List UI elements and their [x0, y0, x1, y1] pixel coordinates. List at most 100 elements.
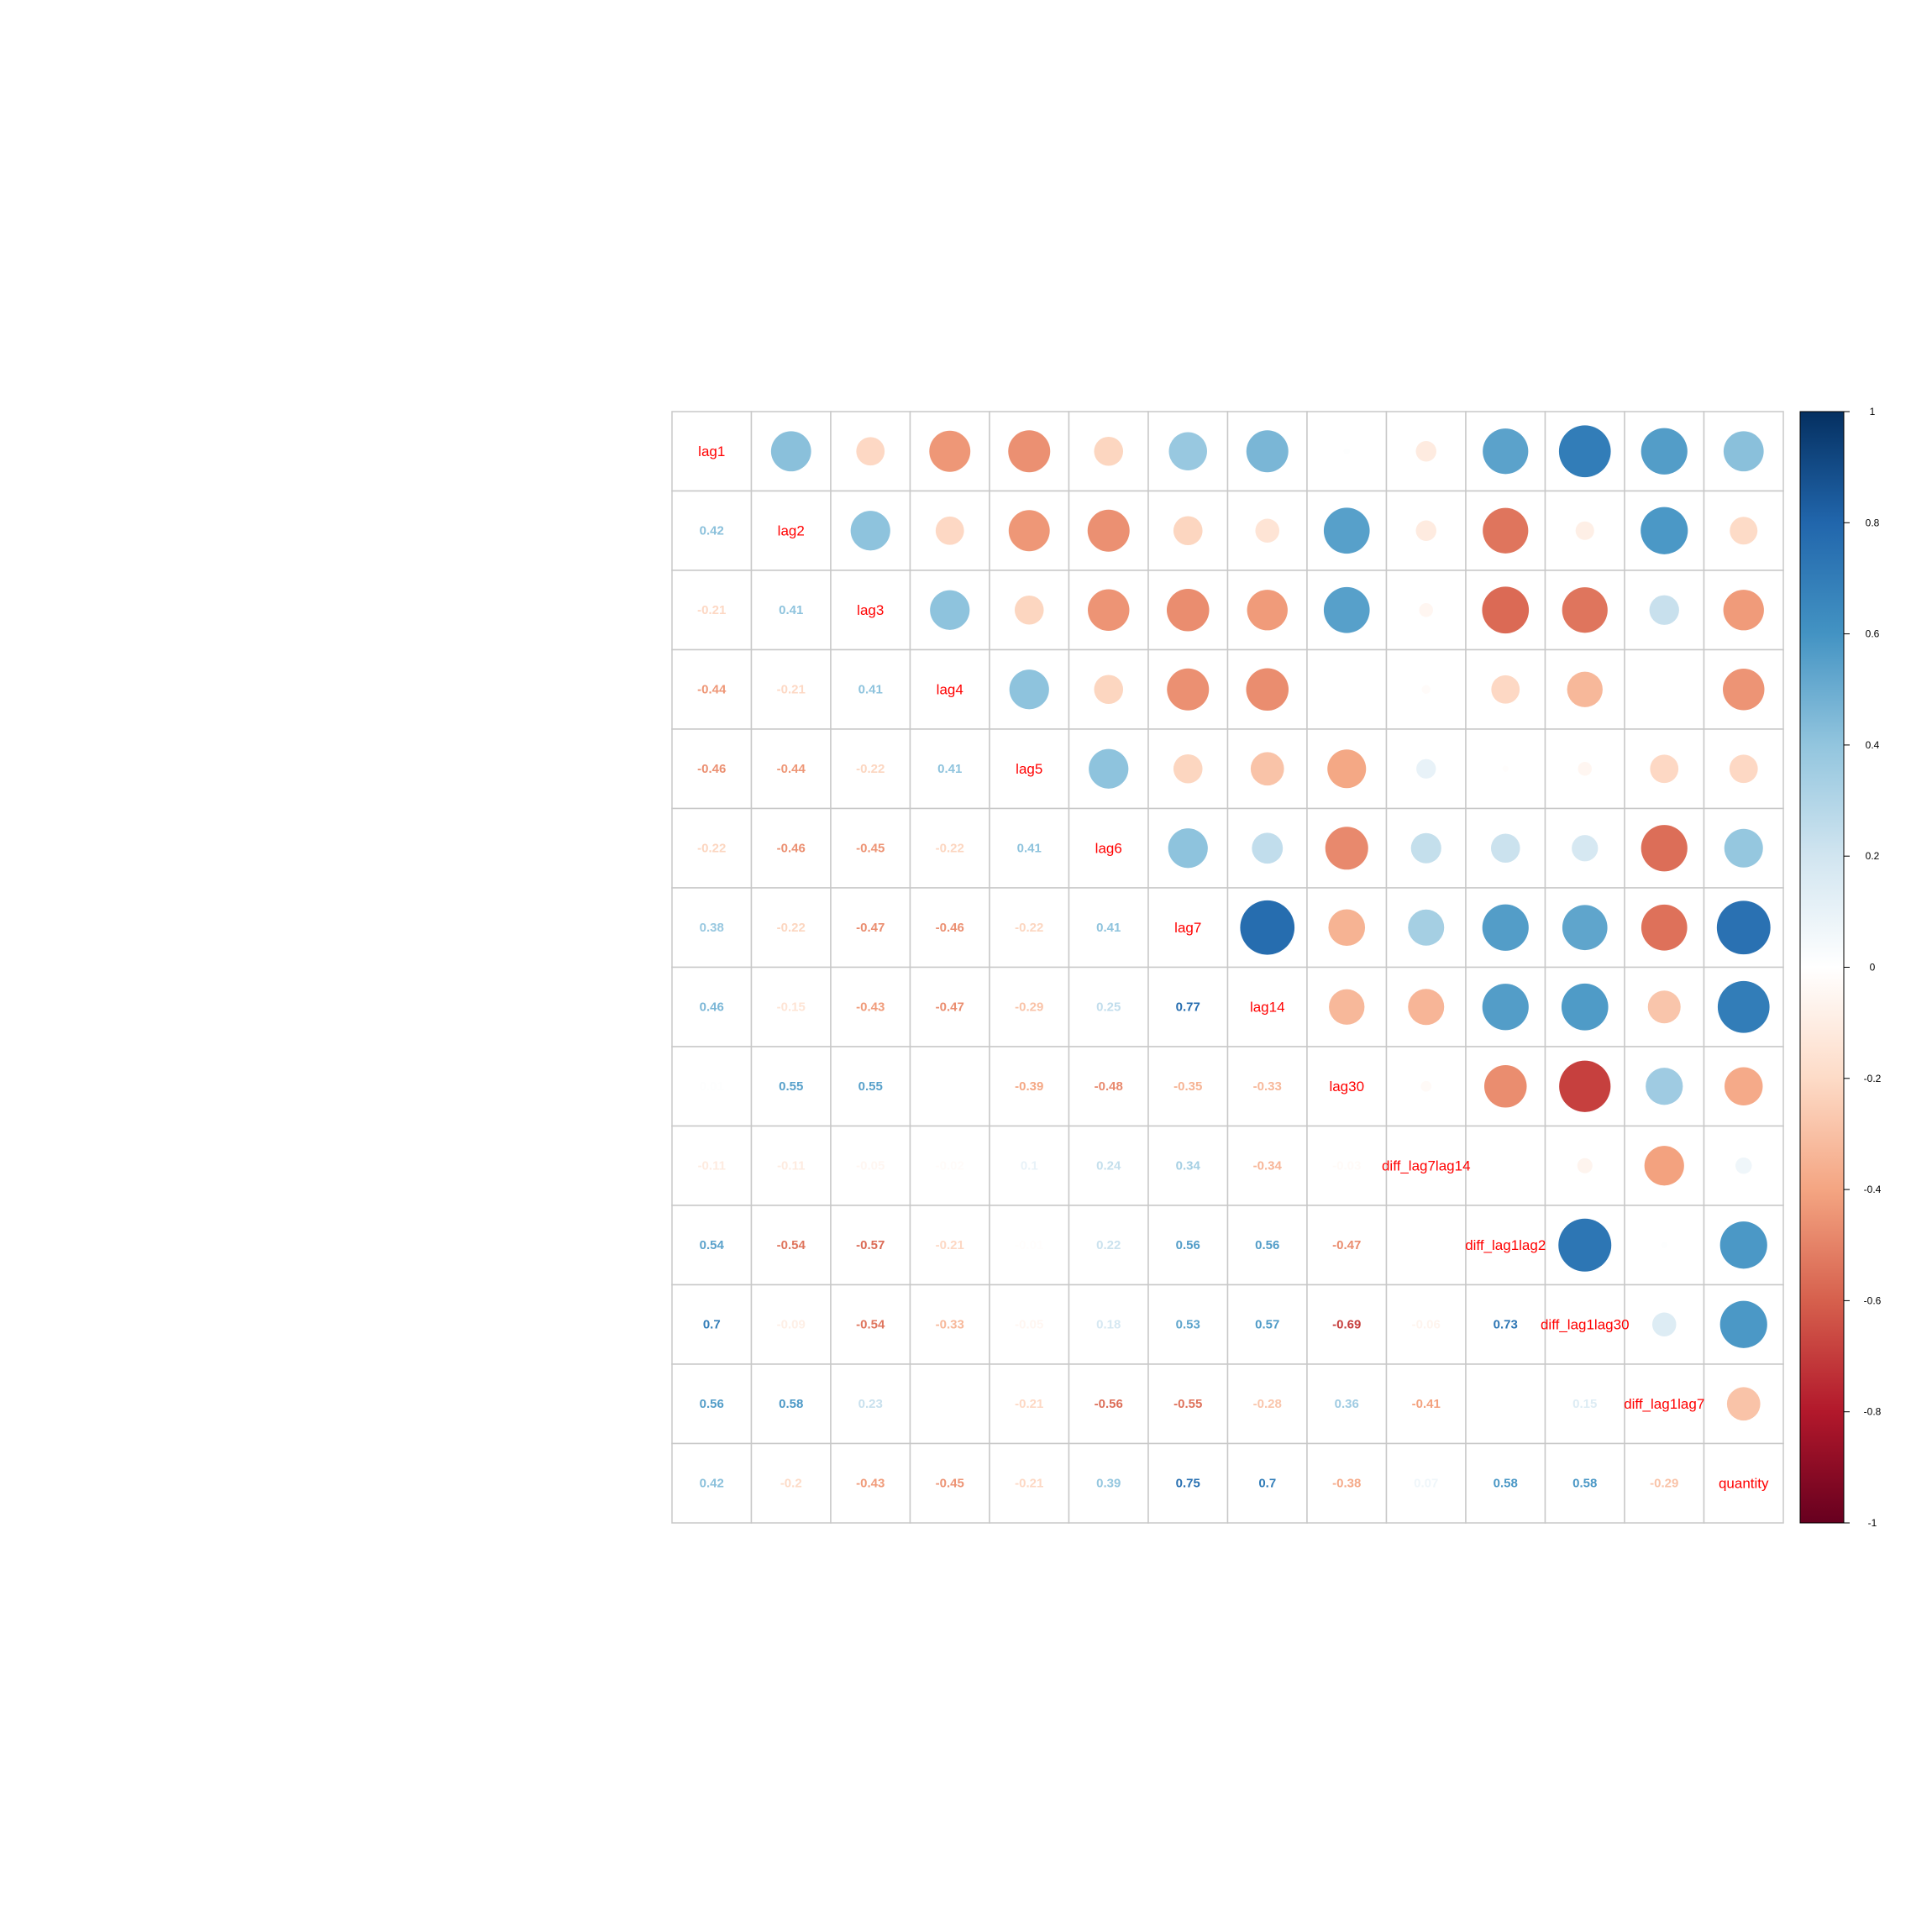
- correlation-value: -0.47: [856, 921, 885, 935]
- matrix-cell: [1544, 1284, 1625, 1365]
- correlation-value: -0.46: [697, 762, 726, 776]
- matrix-cell: [989, 1125, 1070, 1206]
- correlation-value: -0.48: [1095, 1079, 1123, 1094]
- correlation-value: 0.56: [700, 1397, 724, 1411]
- correlation-value: -0.22: [856, 762, 885, 776]
- correlation-circle: [1167, 668, 1210, 711]
- correlation-circle: [1649, 595, 1679, 625]
- correlation-value: 0.41: [779, 603, 803, 617]
- correlation-value: -0.03: [1332, 1158, 1361, 1173]
- variable-label-diff_lag1lag7: diff_lag1lag7: [1624, 1396, 1704, 1412]
- correlation-circle: [1421, 685, 1431, 694]
- correlation-circle: [1240, 900, 1295, 955]
- matrix-cell: [1147, 1125, 1229, 1206]
- matrix-cell: [830, 1125, 911, 1206]
- correlation-value: -0.22: [777, 921, 806, 935]
- matrix-cell: [989, 1284, 1070, 1365]
- correlation-value: 0.36: [1335, 1397, 1359, 1411]
- correlation-value: 0.56: [1255, 1238, 1279, 1252]
- correlation-circle: [850, 511, 890, 551]
- correlation-value: 0.7: [1258, 1476, 1276, 1490]
- correlation-circle: [1252, 832, 1284, 864]
- correlation-circle: [1491, 675, 1520, 704]
- matrix-cell: [830, 1205, 911, 1286]
- correlation-value: -0.05: [1015, 1317, 1043, 1331]
- matrix-cell: [1703, 1442, 1784, 1524]
- matrix-cell: [1226, 1442, 1308, 1524]
- correlation-circle: [1247, 590, 1288, 631]
- correlation-circle: [1559, 1060, 1611, 1112]
- correlation-circle: [1641, 428, 1688, 475]
- correlation-value: -0.33: [1253, 1079, 1282, 1094]
- correlation-circle: [1724, 828, 1763, 868]
- correlation-value: -0.41: [1412, 1397, 1441, 1411]
- correlation-circle: [1173, 753, 1203, 784]
- correlation-circle: [1408, 909, 1445, 946]
- matrix-cell: [1544, 1442, 1625, 1524]
- correlation-value: 0.41: [1096, 921, 1121, 935]
- variable-label-lag7: lag7: [1174, 920, 1201, 936]
- matrix-cell: [1465, 570, 1546, 651]
- correlation-circle: [935, 516, 964, 545]
- variable-label-diff_lag1lag30: diff_lag1lag30: [1541, 1316, 1630, 1332]
- matrix-cell: [1068, 1125, 1149, 1206]
- variable-label-lag6: lag6: [1095, 840, 1122, 856]
- correlation-circle: [1723, 431, 1764, 472]
- correlation-circle: [1168, 828, 1208, 869]
- correlation-value: -0.21: [1015, 1476, 1043, 1490]
- correlation-circle: [1008, 430, 1051, 473]
- correlation-value: 0.58: [779, 1397, 803, 1411]
- correlation-value: 0.07: [1414, 1476, 1438, 1490]
- correlation-circle: [1644, 1146, 1684, 1186]
- matrix-cell: [1385, 1363, 1467, 1445]
- correlation-circle: [1577, 1158, 1593, 1173]
- matrix-cell: [1624, 1442, 1705, 1524]
- correlation-circle: [1558, 425, 1611, 478]
- correlation-circle: [1482, 984, 1529, 1031]
- matrix-cell: [1068, 966, 1149, 1047]
- correlation-circle: [1562, 905, 1608, 951]
- correlation-value: -0.43: [856, 1476, 885, 1490]
- correlation-circle: [1730, 517, 1758, 545]
- correlation-value: -0.22: [936, 841, 964, 855]
- correlation-circle: [1725, 1067, 1763, 1105]
- correlation-circle: [1641, 507, 1688, 554]
- matrix-cell: [830, 570, 911, 651]
- correlation-value: 0.55: [858, 1079, 883, 1094]
- correlation-value: 0.58: [1572, 1476, 1597, 1490]
- legend-tick-label: 0.2: [1866, 850, 1880, 862]
- correlation-circle: [1088, 589, 1130, 631]
- correlation-value: 0.15: [1572, 1397, 1597, 1411]
- correlation-circle: [1323, 586, 1370, 633]
- matrix-cell: [1306, 1125, 1388, 1206]
- correlation-value: -0.46: [936, 921, 964, 935]
- correlation-value: -0.43: [856, 1000, 885, 1014]
- correlation-value: 0.57: [1255, 1317, 1279, 1331]
- correlation-value: -0.47: [1332, 1238, 1361, 1252]
- correlation-circle: [1323, 507, 1370, 554]
- legend-tick-label: 0.8: [1866, 517, 1880, 528]
- correlation-circle: [1483, 1064, 1527, 1108]
- correlation-circle: [930, 590, 970, 630]
- correlation-value: -0.21: [697, 603, 726, 617]
- variable-label-lag4: lag4: [937, 681, 963, 697]
- matrix-cell: [1226, 490, 1308, 571]
- correlation-circle: [1561, 983, 1609, 1031]
- correlation-circle: [1719, 1221, 1767, 1269]
- correlation-value: -0.2: [780, 1476, 802, 1490]
- correlation-value: 0.01: [700, 1079, 724, 1094]
- correlation-circle: [1483, 507, 1529, 554]
- legend-tick-label: -0.6: [1864, 1294, 1882, 1306]
- correlation-value: -0.34: [1253, 1158, 1283, 1173]
- correlation-value: 0.53: [1176, 1317, 1200, 1331]
- correlation-value: -0.22: [697, 841, 726, 855]
- matrix-cell: [671, 411, 753, 492]
- legend-tick-label: 0.4: [1866, 739, 1880, 751]
- correlation-value: -0.01: [1015, 1238, 1043, 1252]
- correlation-circle: [1726, 1387, 1761, 1421]
- correlation-circle: [1329, 989, 1365, 1025]
- correlation-circle: [1719, 1300, 1767, 1348]
- correlation-value: 0.55: [779, 1079, 803, 1094]
- correlation-circle: [1575, 521, 1594, 540]
